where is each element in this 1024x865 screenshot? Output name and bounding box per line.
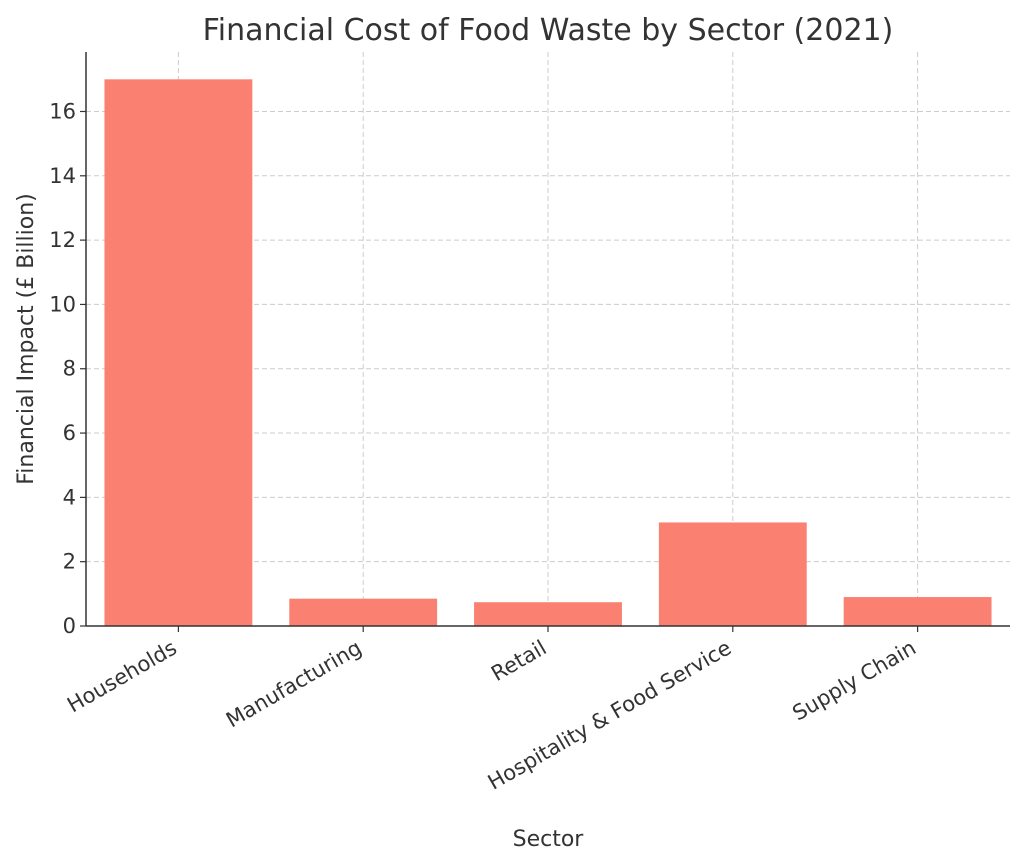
x-tick-label: Supply Chain: [788, 636, 920, 726]
bar-retail: [474, 602, 622, 626]
x-tick-label: Manufacturing: [222, 636, 366, 733]
bar-hospitality-food-service: [658, 522, 807, 626]
y-tick-label: 16: [49, 99, 76, 123]
bar-supply-chain: [843, 597, 992, 626]
bars: [104, 79, 992, 627]
y-tick-label: 4: [63, 485, 76, 509]
chart-title: Financial Cost of Food Waste by Sector (…: [203, 13, 894, 48]
bar-households: [104, 79, 253, 627]
y-axis-label: Financial Impact (£ Billion): [14, 193, 39, 485]
y-tick-label: 10: [49, 292, 76, 316]
y-tick-label: 12: [49, 228, 76, 252]
y-tick-label: 0: [63, 614, 76, 638]
x-tick-label: Households: [63, 636, 181, 718]
y-tick-label: 14: [49, 164, 76, 188]
x-tick-label: Retail: [487, 636, 550, 686]
y-tick-label: 2: [63, 550, 76, 574]
x-ticks: Households Manufacturing RetailHospitality…: [63, 626, 920, 795]
y-ticks: 0 2 4 6 8 10 12 14 16: [49, 99, 86, 638]
bar-manufacturing: [289, 598, 438, 626]
y-tick-label: 6: [63, 421, 76, 445]
y-tick-label: 8: [63, 357, 76, 381]
x-axis-label: Sector: [513, 827, 585, 852]
